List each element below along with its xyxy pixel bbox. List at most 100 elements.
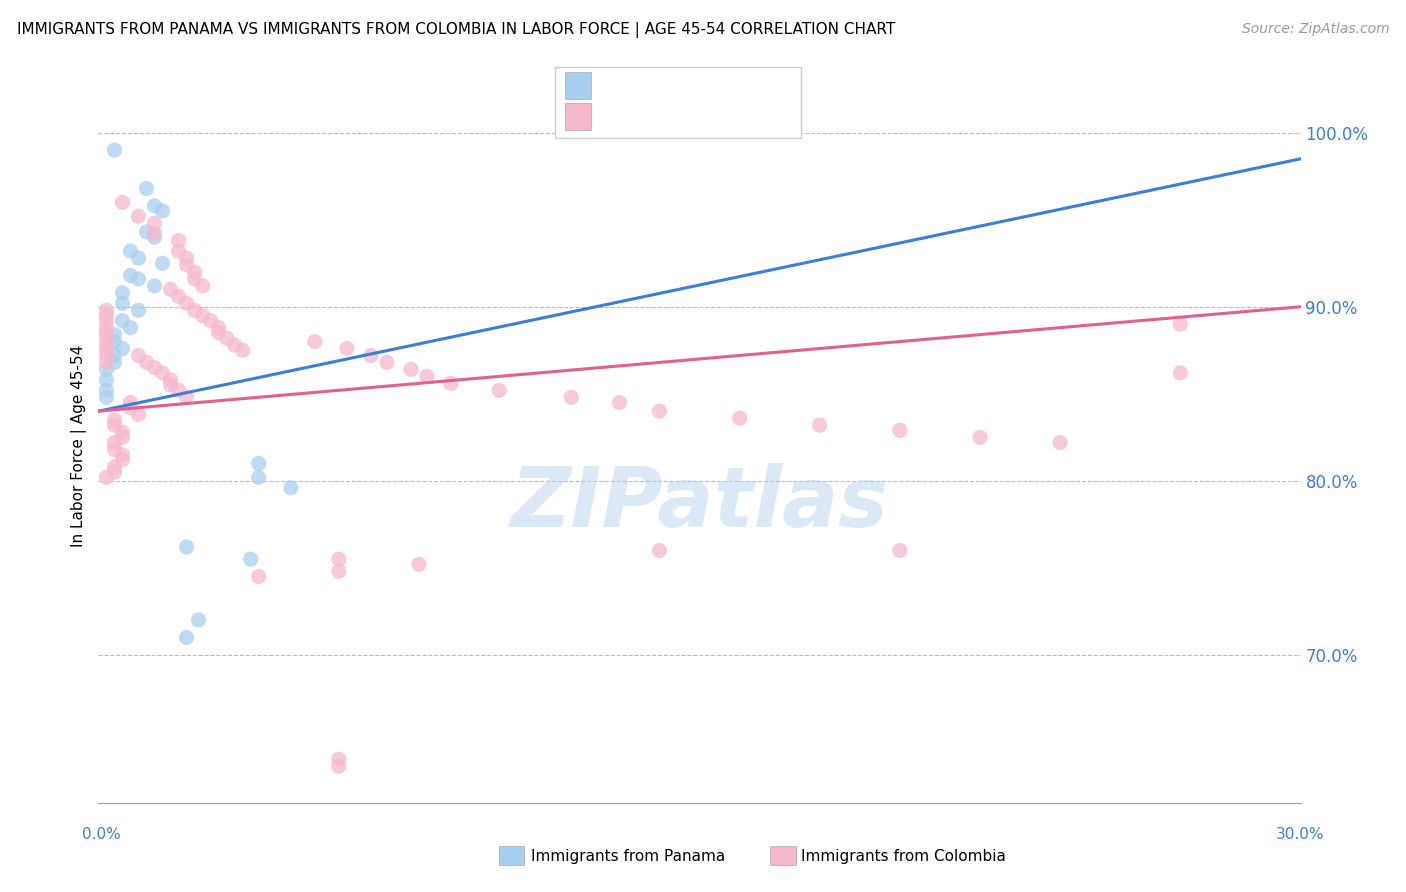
Point bbox=[328, 752, 350, 766]
Point bbox=[96, 309, 118, 323]
Point bbox=[128, 272, 150, 286]
Point bbox=[232, 343, 254, 358]
Point bbox=[128, 349, 150, 363]
Point bbox=[648, 543, 671, 558]
Point bbox=[96, 470, 118, 484]
Point bbox=[152, 366, 174, 380]
Point bbox=[128, 209, 150, 223]
Point bbox=[103, 143, 125, 157]
Point bbox=[648, 404, 671, 418]
Point bbox=[135, 225, 157, 239]
Point bbox=[208, 320, 231, 334]
Point bbox=[440, 376, 463, 391]
Point bbox=[143, 199, 166, 213]
Point bbox=[152, 204, 174, 219]
Point bbox=[183, 303, 205, 318]
Point bbox=[120, 401, 142, 415]
Point bbox=[111, 430, 134, 444]
Point bbox=[247, 470, 270, 484]
Text: 0.0%: 0.0% bbox=[82, 827, 121, 841]
Point bbox=[111, 195, 134, 210]
Point bbox=[375, 355, 398, 369]
Point bbox=[183, 265, 205, 279]
Text: R =: R = bbox=[600, 74, 637, 92]
Point bbox=[728, 411, 751, 425]
Point bbox=[1049, 435, 1071, 450]
Point bbox=[96, 373, 118, 387]
Point bbox=[609, 395, 631, 409]
Point bbox=[969, 430, 991, 444]
Point bbox=[167, 234, 190, 248]
Point bbox=[103, 334, 125, 349]
Point bbox=[191, 309, 214, 323]
Point bbox=[328, 759, 350, 773]
Point bbox=[143, 360, 166, 375]
Point bbox=[96, 362, 118, 376]
Point bbox=[159, 373, 181, 387]
Point bbox=[96, 314, 118, 328]
Point bbox=[159, 282, 181, 296]
Point bbox=[247, 569, 270, 583]
Point bbox=[889, 543, 911, 558]
Text: 80: 80 bbox=[721, 110, 744, 128]
Point bbox=[143, 278, 166, 293]
Point bbox=[416, 369, 439, 384]
Point bbox=[1170, 366, 1192, 380]
Point bbox=[96, 355, 118, 369]
Text: 33: 33 bbox=[721, 74, 745, 92]
Point bbox=[96, 349, 118, 363]
Point bbox=[1170, 317, 1192, 331]
Point bbox=[96, 320, 118, 334]
Point bbox=[176, 631, 198, 645]
Point bbox=[120, 244, 142, 258]
Text: IMMIGRANTS FROM PANAMA VS IMMIGRANTS FROM COLOMBIA IN LABOR FORCE | AGE 45-54 CO: IMMIGRANTS FROM PANAMA VS IMMIGRANTS FRO… bbox=[17, 22, 896, 38]
Text: N =: N = bbox=[693, 74, 730, 92]
Point bbox=[328, 552, 350, 566]
Point bbox=[408, 558, 430, 572]
Point bbox=[135, 355, 157, 369]
Point bbox=[239, 552, 262, 566]
Point bbox=[176, 296, 198, 310]
Point bbox=[183, 272, 205, 286]
Text: 0.536: 0.536 bbox=[630, 74, 682, 92]
Point bbox=[111, 453, 134, 467]
Point bbox=[143, 216, 166, 230]
Point bbox=[488, 384, 510, 398]
Point bbox=[128, 303, 150, 318]
Point bbox=[103, 418, 125, 433]
Point bbox=[280, 481, 302, 495]
Point bbox=[208, 326, 231, 340]
Point bbox=[128, 251, 150, 265]
Text: ZIPatlas: ZIPatlas bbox=[510, 463, 889, 543]
Point bbox=[111, 285, 134, 300]
Point bbox=[103, 465, 125, 479]
Point bbox=[200, 314, 222, 328]
Point bbox=[143, 230, 166, 244]
Point bbox=[304, 334, 326, 349]
Point bbox=[96, 303, 118, 318]
Point bbox=[120, 395, 142, 409]
Point bbox=[103, 327, 125, 342]
Point bbox=[247, 457, 270, 471]
Point bbox=[159, 378, 181, 392]
Point bbox=[135, 181, 157, 195]
Point bbox=[111, 448, 134, 462]
Point bbox=[167, 384, 190, 398]
Point bbox=[103, 355, 125, 369]
Point bbox=[96, 343, 118, 358]
Point bbox=[328, 564, 350, 578]
Point bbox=[808, 418, 831, 433]
Point bbox=[111, 296, 134, 310]
Point bbox=[111, 314, 134, 328]
Text: R =: R = bbox=[600, 110, 637, 128]
Point bbox=[96, 326, 118, 340]
Point bbox=[176, 390, 198, 404]
Text: Immigrants from Panama: Immigrants from Panama bbox=[531, 849, 725, 863]
Text: Source: ZipAtlas.com: Source: ZipAtlas.com bbox=[1241, 22, 1389, 37]
Point bbox=[120, 268, 142, 283]
Point bbox=[560, 390, 582, 404]
Point bbox=[96, 338, 118, 352]
Point bbox=[399, 362, 422, 376]
Point bbox=[103, 442, 125, 457]
Point bbox=[103, 459, 125, 474]
